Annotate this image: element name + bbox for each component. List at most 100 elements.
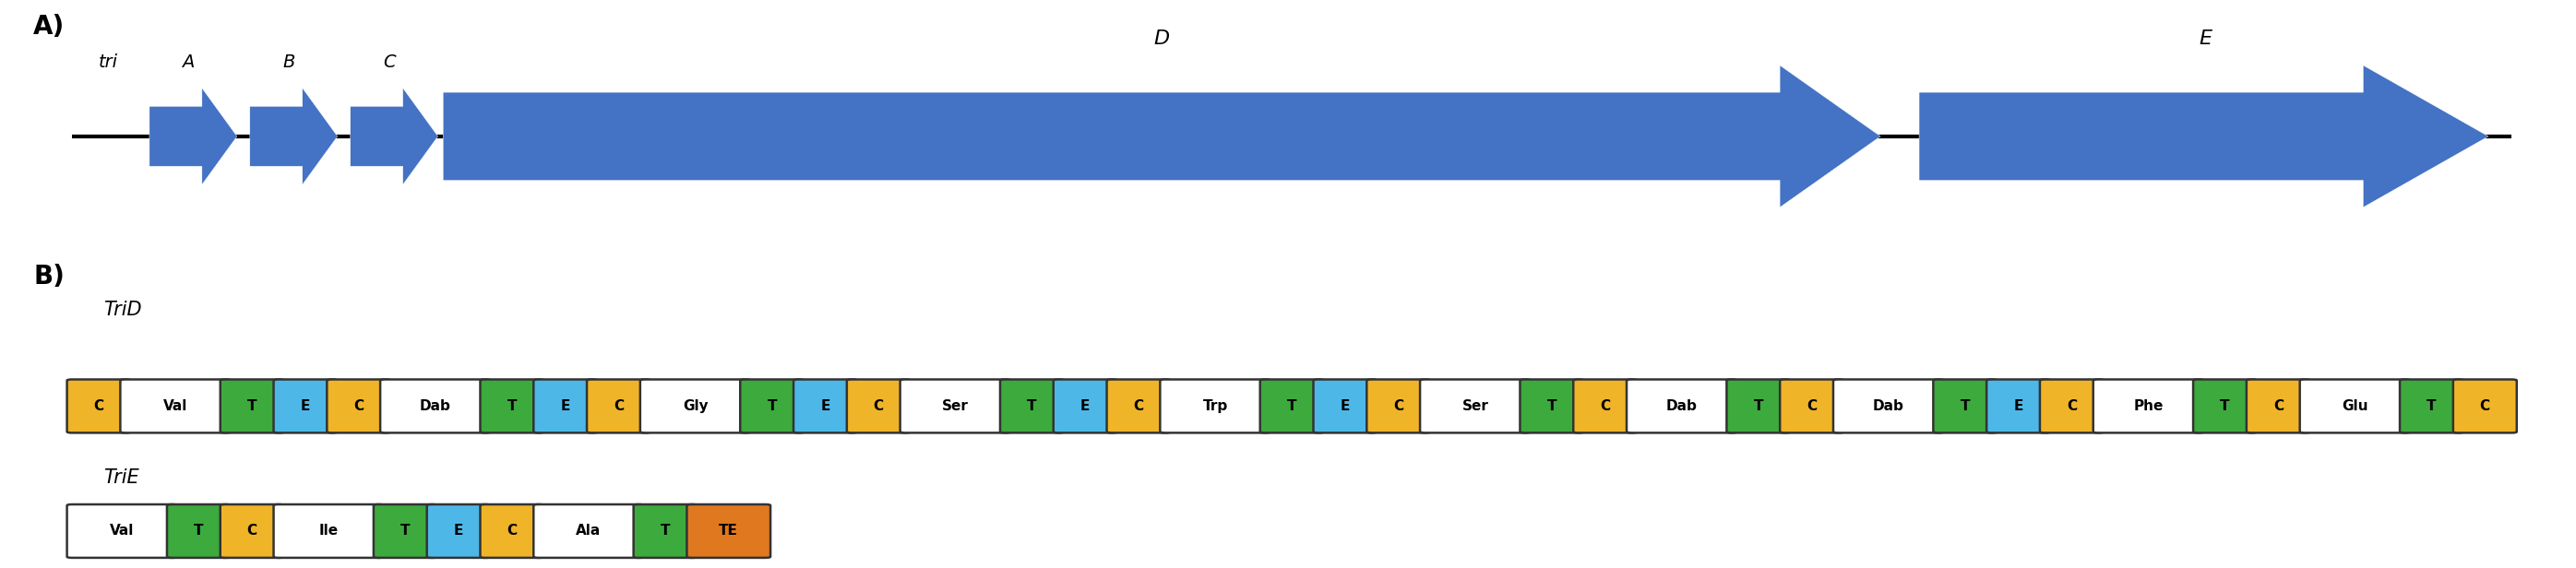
Text: C: C [873, 399, 884, 413]
FancyBboxPatch shape [2094, 379, 2202, 433]
FancyBboxPatch shape [899, 379, 1010, 433]
Text: T: T [193, 524, 204, 538]
FancyBboxPatch shape [428, 504, 489, 558]
FancyBboxPatch shape [327, 379, 392, 433]
FancyBboxPatch shape [167, 504, 232, 558]
Polygon shape [1919, 65, 2488, 207]
FancyBboxPatch shape [1368, 379, 1430, 433]
Text: Phe: Phe [2133, 399, 2164, 413]
Text: Dab: Dab [420, 399, 451, 413]
FancyBboxPatch shape [1574, 379, 1636, 433]
Text: C: C [2066, 399, 2076, 413]
FancyBboxPatch shape [222, 379, 283, 433]
Text: E: E [562, 399, 569, 413]
FancyBboxPatch shape [2246, 379, 2311, 433]
Text: Val: Val [111, 524, 134, 538]
Text: E: E [2197, 30, 2213, 48]
Text: E: E [822, 399, 829, 413]
Text: C: C [1133, 399, 1144, 413]
Text: C: C [247, 524, 258, 538]
FancyBboxPatch shape [533, 504, 644, 558]
Text: TE: TE [719, 524, 739, 538]
Text: C: C [613, 399, 623, 413]
Text: T: T [1288, 399, 1296, 413]
Text: T: T [2427, 399, 2437, 413]
FancyBboxPatch shape [999, 379, 1064, 433]
Text: B): B) [33, 264, 64, 290]
Text: Ser: Ser [943, 399, 969, 413]
Text: T: T [507, 399, 518, 413]
Text: E: E [1079, 399, 1090, 413]
Text: E: E [301, 399, 309, 413]
FancyBboxPatch shape [1520, 379, 1584, 433]
FancyBboxPatch shape [1260, 379, 1324, 433]
FancyBboxPatch shape [273, 504, 384, 558]
Text: A): A) [33, 14, 64, 40]
Text: E: E [2014, 399, 2022, 413]
FancyBboxPatch shape [121, 379, 232, 433]
Text: T: T [659, 524, 670, 538]
Text: Dab: Dab [1873, 399, 1904, 413]
FancyBboxPatch shape [1314, 379, 1378, 433]
Text: T: T [399, 524, 410, 538]
FancyBboxPatch shape [2452, 379, 2517, 433]
Text: TriE: TriE [103, 469, 139, 487]
FancyBboxPatch shape [479, 504, 544, 558]
FancyBboxPatch shape [634, 504, 698, 558]
Text: Ala: Ala [577, 524, 600, 538]
Text: C: C [93, 399, 103, 413]
FancyBboxPatch shape [533, 379, 598, 433]
Text: Ser: Ser [1461, 399, 1489, 413]
Text: C: C [1600, 399, 1610, 413]
Text: E: E [1340, 399, 1350, 413]
FancyBboxPatch shape [1726, 379, 1790, 433]
FancyBboxPatch shape [587, 379, 652, 433]
FancyBboxPatch shape [273, 379, 337, 433]
Polygon shape [350, 88, 438, 185]
FancyBboxPatch shape [1932, 379, 1996, 433]
FancyBboxPatch shape [67, 379, 131, 433]
Text: B: B [283, 53, 294, 71]
FancyBboxPatch shape [641, 379, 750, 433]
Text: C: C [507, 524, 518, 538]
Text: Ile: Ile [319, 524, 337, 538]
Text: T: T [1548, 399, 1556, 413]
FancyBboxPatch shape [739, 379, 804, 433]
Text: C: C [2272, 399, 2282, 413]
FancyBboxPatch shape [2401, 379, 2463, 433]
FancyBboxPatch shape [2192, 379, 2257, 433]
Text: T: T [1028, 399, 1036, 413]
FancyBboxPatch shape [1780, 379, 1844, 433]
Text: A: A [183, 53, 193, 71]
Polygon shape [250, 88, 337, 185]
FancyBboxPatch shape [1625, 379, 1736, 433]
FancyBboxPatch shape [1986, 379, 2050, 433]
Text: Gly: Gly [683, 399, 708, 413]
FancyBboxPatch shape [222, 504, 283, 558]
FancyBboxPatch shape [1054, 379, 1118, 433]
FancyBboxPatch shape [374, 504, 438, 558]
FancyBboxPatch shape [1159, 379, 1270, 433]
Text: TriD: TriD [103, 301, 142, 319]
Text: C: C [384, 53, 394, 71]
Text: E: E [453, 524, 464, 538]
Text: T: T [1960, 399, 1971, 413]
FancyBboxPatch shape [1108, 379, 1170, 433]
Text: T: T [768, 399, 778, 413]
Text: C: C [2481, 399, 2491, 413]
Text: T: T [2221, 399, 2231, 413]
FancyBboxPatch shape [1419, 379, 1530, 433]
FancyBboxPatch shape [848, 379, 909, 433]
FancyBboxPatch shape [67, 504, 178, 558]
FancyBboxPatch shape [381, 379, 489, 433]
Text: D: D [1154, 30, 1170, 48]
Polygon shape [149, 88, 237, 185]
Text: Glu: Glu [2342, 399, 2367, 413]
Text: C: C [353, 399, 363, 413]
Text: C: C [1394, 399, 1404, 413]
FancyBboxPatch shape [479, 379, 544, 433]
Text: Val: Val [162, 399, 188, 413]
Text: T: T [247, 399, 258, 413]
Text: C: C [1806, 399, 1816, 413]
Text: Dab: Dab [1667, 399, 1698, 413]
